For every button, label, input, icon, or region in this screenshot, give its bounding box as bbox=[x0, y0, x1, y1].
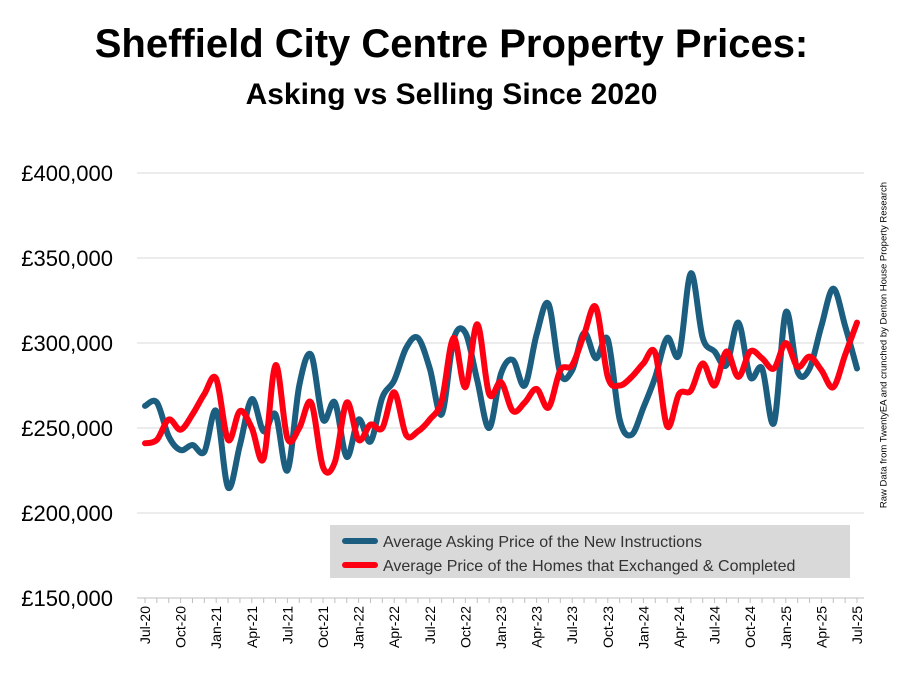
selling-price-line bbox=[142, 303, 860, 476]
legend bbox=[330, 525, 850, 578]
chart-subtitle: Asking vs Selling Since 2020 bbox=[245, 78, 658, 111]
x-tick-label: Jul-21 bbox=[279, 606, 295, 644]
x-tick-label: Apr-23 bbox=[529, 606, 545, 648]
legend-label: Average Price of the Homes that Exchange… bbox=[383, 558, 795, 575]
x-tick-label: Jan-22 bbox=[351, 606, 367, 649]
x-tick-label: Jan-25 bbox=[778, 606, 794, 649]
y-tick-label: £250,000 bbox=[21, 416, 113, 441]
x-tick-label: Jul-24 bbox=[707, 606, 723, 644]
x-tick-label: Oct-20 bbox=[173, 606, 189, 648]
y-tick-label: £350,000 bbox=[21, 246, 113, 271]
x-tick-label: Apr-25 bbox=[813, 606, 829, 648]
x-tick-label: Jul-23 bbox=[564, 606, 580, 644]
x-tick-label: Oct-22 bbox=[457, 606, 473, 648]
x-tick-label: Jan-21 bbox=[208, 606, 224, 649]
x-tick-label: Jul-25 bbox=[849, 606, 865, 644]
y-tick-label: £400,000 bbox=[21, 161, 113, 186]
legend-label: Average Asking Price of the New Instruct… bbox=[383, 534, 702, 551]
chart-title: Sheffield City Centre Property Prices: bbox=[94, 22, 809, 66]
x-tick-label: Jan-23 bbox=[493, 606, 509, 649]
x-tick-label: Jan-24 bbox=[635, 606, 651, 649]
x-tick-label: Oct-21 bbox=[315, 606, 331, 648]
x-tick-label: Apr-24 bbox=[671, 606, 687, 648]
y-tick-label: £150,000 bbox=[21, 586, 113, 611]
y-tick-label: £200,000 bbox=[21, 501, 113, 526]
x-tick-label: Apr-22 bbox=[386, 606, 402, 648]
y-tick-label: £300,000 bbox=[21, 331, 113, 356]
x-tick-label: Apr-21 bbox=[244, 606, 260, 648]
x-tick-label: Oct-24 bbox=[742, 606, 758, 648]
x-tick-label: Jul-22 bbox=[422, 606, 438, 644]
x-tick-label: Oct-23 bbox=[600, 606, 616, 648]
x-tick-label: Jul-20 bbox=[137, 606, 153, 644]
